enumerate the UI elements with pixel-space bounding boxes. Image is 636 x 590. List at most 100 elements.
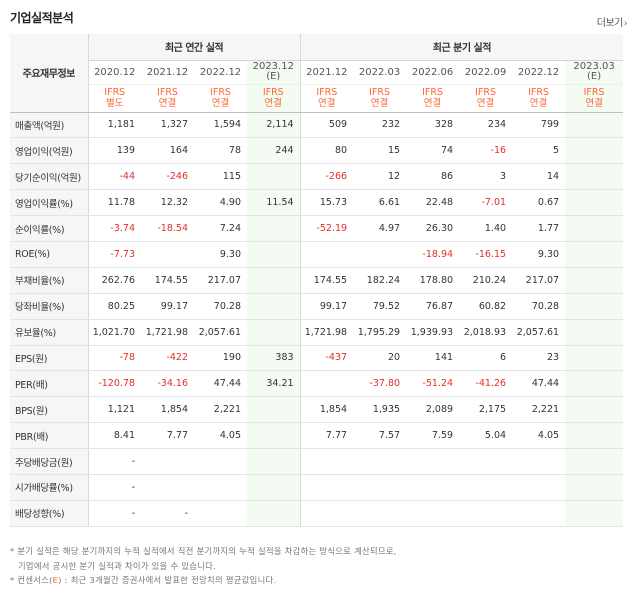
accounting-standard: IFRS 연결 bbox=[512, 84, 566, 113]
table-cell bbox=[459, 474, 513, 501]
accounting-standard: IFRS 연결 bbox=[300, 84, 354, 113]
table-cell: 1,021.70 bbox=[88, 319, 141, 346]
table-cell: 15 bbox=[353, 137, 407, 165]
row-label: 당기순이익(억원) bbox=[10, 163, 89, 191]
table-cell: -246 bbox=[141, 163, 194, 191]
table-cell bbox=[141, 448, 194, 475]
table-cell bbox=[247, 500, 301, 527]
table-cell: -78 bbox=[88, 344, 141, 372]
table-cell: 76.87 bbox=[406, 293, 460, 320]
table-cell: 1,327 bbox=[141, 112, 194, 139]
table-row: 당기순이익(억원) -44 -246 115 -266 12 86 3 14 bbox=[10, 163, 624, 191]
table-cell: 1,935 bbox=[353, 396, 407, 424]
table-cell: -120.78 bbox=[88, 370, 141, 398]
table-cell bbox=[194, 474, 247, 501]
table-cell: 70.28 bbox=[512, 293, 566, 320]
table-cell bbox=[565, 422, 624, 450]
table-cell bbox=[247, 319, 301, 346]
chevron-right-icon: › bbox=[623, 19, 628, 29]
table-cell: 1.40 bbox=[459, 215, 513, 242]
table-cell: -51.24 bbox=[406, 370, 460, 398]
table-cell: 3 bbox=[459, 163, 513, 191]
period-header: 2021.12 bbox=[300, 60, 354, 85]
table-cell: -41.26 bbox=[459, 370, 513, 398]
table-cell bbox=[565, 370, 624, 398]
more-link[interactable]: 더보기› bbox=[596, 14, 628, 29]
table-cell: 78 bbox=[194, 137, 247, 165]
table-cell: 1,939.93 bbox=[406, 319, 460, 346]
table-cell: -18.94 bbox=[406, 241, 460, 268]
table-cell: -37.80 bbox=[353, 370, 407, 398]
table-cell: 1,721.98 bbox=[300, 319, 354, 346]
table-cell: 12 bbox=[353, 163, 407, 191]
table-cell: 80.25 bbox=[88, 293, 141, 320]
table-cell: 2,057.61 bbox=[194, 319, 247, 346]
table-cell: 232 bbox=[353, 112, 407, 139]
table-cell: 7.77 bbox=[141, 422, 194, 450]
label-header: 주요재무정보 bbox=[10, 34, 89, 113]
table-cell: -3.74 bbox=[88, 215, 141, 242]
table-cell: 11.54 bbox=[247, 189, 301, 217]
period-header: 2023.12 (E) bbox=[247, 60, 301, 85]
table-cell: 178.80 bbox=[406, 266, 460, 294]
table-cell: 5 bbox=[512, 137, 566, 165]
table-cell: 79.52 bbox=[353, 293, 407, 320]
table-row: PBR(배) 8.41 7.77 4.05 7.77 7.57 7.59 5.04 4.05 bbox=[10, 422, 624, 450]
table-row: ROE(%) -7.73 9.30 -18.94 -16.15 9.30 bbox=[10, 241, 624, 268]
table-row: 부채비율(%) 262.76 174.55 217.07 174.55 182.24 178… bbox=[10, 266, 624, 294]
table-cell: 80 bbox=[300, 137, 354, 165]
table-cell: 182.24 bbox=[353, 266, 407, 294]
table-cell: 234 bbox=[459, 112, 513, 139]
table-cell: 11.78 bbox=[88, 189, 141, 217]
table-cell: 15.73 bbox=[300, 189, 354, 217]
table-row: 배당성향(%) - - bbox=[10, 500, 624, 527]
table-cell: 86 bbox=[406, 163, 460, 191]
table-cell: -16 bbox=[459, 137, 513, 165]
table-cell: 74 bbox=[406, 137, 460, 165]
table-cell bbox=[247, 293, 301, 320]
table-cell: 1,854 bbox=[141, 396, 194, 424]
quarter-group-header: 최근 분기 실적 bbox=[300, 34, 624, 61]
more-label: 더보기 bbox=[596, 18, 624, 29]
financial-table: 주요재무정보 최근 연간 실적 최근 분기 실적 2020.12 2021.12 2… bbox=[10, 34, 624, 527]
table-row: 당좌비율(%) 80.25 99.17 70.28 99.17 79.52 76.87 60.… bbox=[10, 293, 624, 320]
table-cell: 7.77 bbox=[300, 422, 354, 450]
table-cell bbox=[565, 215, 624, 242]
table-cell: 7.24 bbox=[194, 215, 247, 242]
table-cell bbox=[300, 500, 354, 527]
period-header: 2023.03 (E) bbox=[565, 60, 624, 85]
accounting-standard: IFRS 연결 bbox=[141, 84, 194, 113]
table-cell: -52.19 bbox=[300, 215, 354, 242]
table-cell bbox=[565, 293, 624, 320]
table-cell: 70.28 bbox=[194, 293, 247, 320]
table-cell: -7.73 bbox=[88, 241, 141, 268]
table-cell bbox=[565, 396, 624, 424]
table-cell: 7.59 bbox=[406, 422, 460, 450]
table-cell: 2,018.93 bbox=[459, 319, 513, 346]
table-row: 순이익률(%) -3.74 -18.54 7.24 -52.19 4.97 26.30 1.4… bbox=[10, 215, 624, 242]
table-cell: 47.44 bbox=[194, 370, 247, 398]
table-cell: 164 bbox=[141, 137, 194, 165]
table-cell: 509 bbox=[300, 112, 354, 139]
table-cell bbox=[565, 112, 624, 139]
table-cell: 244 bbox=[247, 137, 301, 165]
row-label: 유보율(%) bbox=[10, 319, 89, 346]
table-row: 영업이익률(%) 11.78 12.32 4.90 11.54 15.73 6.61 22.4… bbox=[10, 189, 624, 217]
table-cell bbox=[247, 163, 301, 191]
row-label: ROE(%) bbox=[10, 241, 89, 268]
period-header: 2022.09 bbox=[459, 60, 513, 85]
table-cell: 2,057.61 bbox=[512, 319, 566, 346]
table-cell bbox=[141, 241, 194, 268]
period-header: 2022.06 bbox=[406, 60, 460, 85]
table-cell bbox=[247, 266, 301, 294]
table-cell: 139 bbox=[88, 137, 141, 165]
period-header: 2022.12 bbox=[194, 60, 247, 85]
table-cell bbox=[300, 370, 354, 398]
table-cell: 7.57 bbox=[353, 422, 407, 450]
row-label: EPS(원) bbox=[10, 344, 89, 372]
table-cell: 174.55 bbox=[141, 266, 194, 294]
table-cell: 6.61 bbox=[353, 189, 407, 217]
table-cell bbox=[512, 448, 566, 475]
footnote-1: * 분기 실적은 해당 분기까지의 누적 실적에서 직전 분기까지의 누적 실적… bbox=[10, 546, 397, 556]
table-cell bbox=[459, 448, 513, 475]
